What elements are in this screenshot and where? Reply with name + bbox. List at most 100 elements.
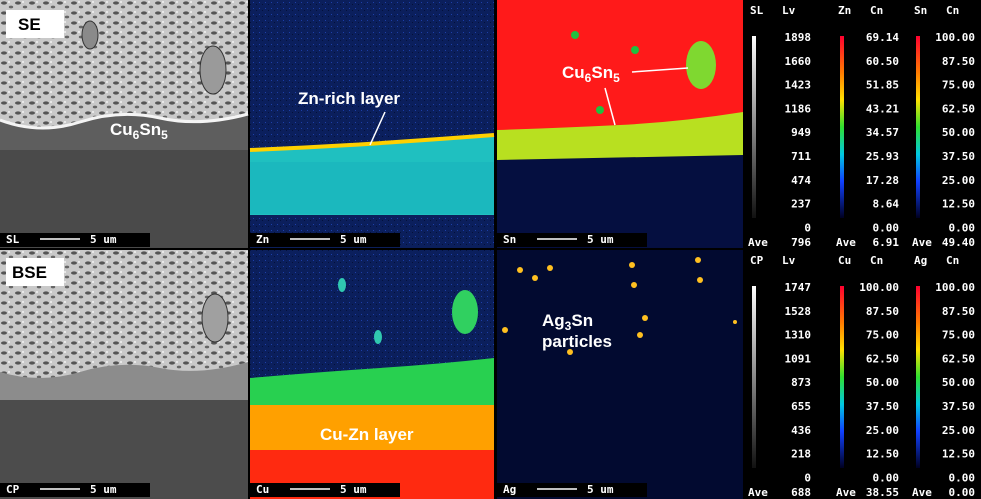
legend-level: 43.21 [866,102,899,115]
legend-level: 60.50 [866,55,899,68]
sn-map [497,0,743,248]
legend-header: Lv [782,4,796,17]
legend-header: Ag [914,254,927,267]
legend-level: 37.50 [942,150,975,163]
legend-level: 37.50 [866,400,899,413]
color-scale [840,286,844,468]
legend-level: 8.64 [873,198,900,211]
legend-level: 62.50 [866,352,899,365]
legend-level: 87.50 [866,305,899,318]
legend-level: 50.00 [942,376,975,389]
scale-strip [250,483,400,497]
legend-level: 436 [791,424,811,437]
panel-label: BSE [12,263,47,282]
cu-map [250,250,494,499]
legend-level: 1310 [785,329,812,342]
legend-level: 25.93 [866,150,899,163]
legend-level: 1660 [785,55,812,68]
scale-strip [0,233,150,247]
legend-header: SL [750,4,764,17]
legend-ave: 38.55 [866,486,899,499]
scale-text: 5 um [587,483,614,496]
legend-ave: 796 [791,236,811,249]
legend-level: 100.00 [935,31,975,44]
panel-label: SE [18,15,41,34]
legend-level: 655 [791,400,811,413]
legend-level: 12.50 [942,448,975,461]
legend-level: 50.00 [866,376,899,389]
color-scale [752,36,756,218]
scale-strip [497,483,647,497]
scale-text: 5 um [90,483,117,496]
color-scale [916,286,920,468]
legend-ave: 0.00 [949,486,976,499]
scale-text: 5 um [340,233,367,246]
legend-ave-label: Ave [912,236,932,249]
legend-level: 87.50 [942,55,975,68]
legend-level: 949 [791,126,811,139]
legend-level: 218 [791,448,811,461]
annotation-part: 5 [613,71,620,85]
color-scale [916,36,920,218]
scale-name: Cu [256,483,269,496]
legend-header: Cn [870,254,883,267]
legend-level: 1091 [785,352,812,365]
scale-strip [250,233,400,247]
scale-name: CP [6,483,20,496]
annotation-part: Ag [542,311,565,330]
legend-header: Cn [946,4,959,17]
scale-strip [497,233,647,247]
legend-level: 0.00 [949,221,976,234]
scale-strip [0,483,150,497]
color-scale [840,36,844,218]
legend-level: 0 [804,221,811,234]
ag-map [497,250,743,499]
legend-level: 25.00 [942,174,975,187]
legend-level: 75.00 [942,329,975,342]
legend-level: 25.00 [942,424,975,437]
scale-name: Sn [503,233,516,246]
scale-name: Zn [256,233,269,246]
scale-text: 5 um [587,233,614,246]
annotation-part: Sn [139,120,161,139]
legend-level: 12.50 [866,448,899,461]
legend-level: 75.00 [942,79,975,92]
legend-header: Cn [946,254,959,267]
annotation-part: 5 [161,128,168,142]
legend-level: 474 [791,174,811,187]
scale-name: Ag [503,483,516,496]
legend-level: 1423 [785,79,812,92]
legend-level: 75.00 [866,329,899,342]
legend-level: 50.00 [942,126,975,139]
legend-ave-label: Ave [748,486,768,499]
annotation: Cu6Sn5 [562,63,620,85]
legend-ave-label: Ave [836,236,856,249]
legend-header: Lv [782,254,796,267]
zn-map [250,0,494,248]
legend-level: 17.28 [866,174,899,187]
legend-ave: 6.91 [873,236,900,249]
legend-header: CP [750,254,764,267]
figure: SE BSE Cu6Sn5 Zn-rich layer Cu6Sn5 Ag3Sn… [0,0,981,499]
annotation-part: Cu [110,120,133,139]
annotation-part: Sn [591,63,613,82]
legend-ave: 49.40 [942,236,975,249]
legend-level: 100.00 [935,281,975,294]
annotation-part: Sn [571,311,593,330]
annotation: Zn-rich layer [298,89,400,108]
legend-level: 1747 [785,281,812,294]
legend-level: 0 [804,471,811,484]
legend-level: 51.85 [866,79,899,92]
scale-name: SL [6,233,20,246]
legend-level: 0.00 [873,471,900,484]
legend-ave-label: Ave [748,236,768,249]
legend-level: 37.50 [942,400,975,413]
color-scale [752,286,756,468]
legend-level: 711 [791,150,811,163]
legend-level: 12.50 [942,198,975,211]
annotation-part: Cu [562,63,585,82]
bse-image [0,250,248,499]
legend-level: 69.14 [866,31,899,44]
legend-level: 62.50 [942,352,975,365]
annotation: Cu6Sn5 [110,120,168,142]
